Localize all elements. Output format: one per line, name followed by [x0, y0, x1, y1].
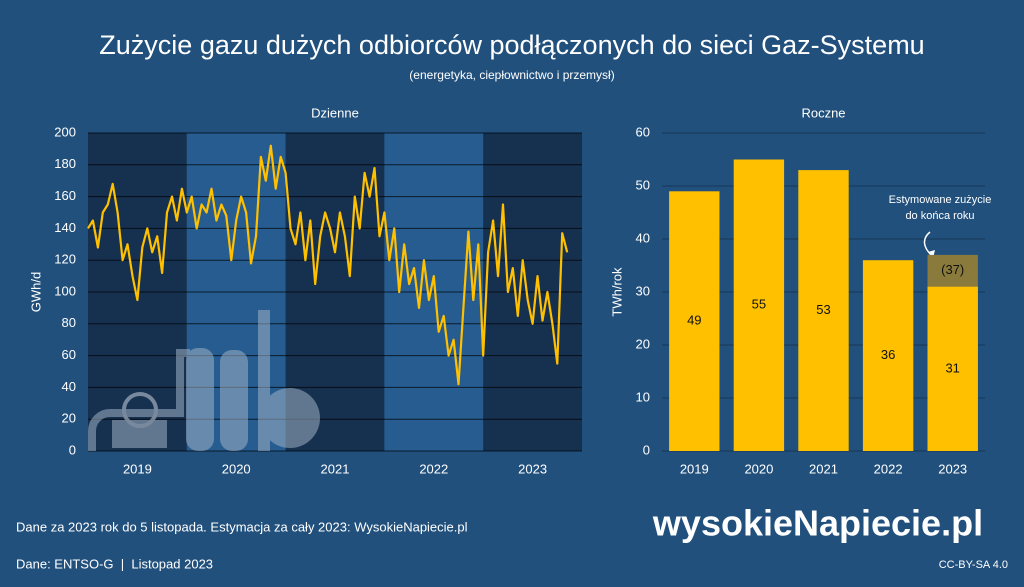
- value-label: 49: [687, 313, 701, 328]
- subtitle: (energetyka, ciepłownictwo i przemysł): [409, 68, 614, 82]
- sphere: [260, 388, 320, 448]
- x-tick-label: 2020: [222, 461, 251, 476]
- x-tick-label: 2019: [123, 461, 152, 476]
- daily-line: [87, 144, 569, 386]
- chart-title: Dzienne: [311, 105, 359, 120]
- y-axis-label: GWh/d: [28, 272, 43, 312]
- title: Zużycie gazu dużych odbiorców podłączony…: [99, 30, 924, 60]
- y-tick-label: 100: [54, 283, 76, 298]
- x-tick-label: 2020: [744, 461, 773, 476]
- chart-title: Roczne: [801, 105, 845, 120]
- y-tick-label: 0: [643, 442, 650, 457]
- note: Dane za 2023 rok do 5 listopada. Estymac…: [16, 519, 468, 534]
- license: CC-BY-SA 4.0: [939, 559, 1008, 571]
- value-label: 36: [881, 347, 895, 362]
- x-tick-label: 2023: [938, 461, 967, 476]
- bar: [862, 260, 914, 451]
- y-tick-label: 20: [636, 336, 650, 351]
- value-label: (37): [941, 262, 964, 277]
- annotation: Estymowane zużycie: [889, 194, 992, 206]
- y-tick-label: 10: [636, 389, 650, 404]
- value-label: 31: [945, 360, 959, 375]
- tank: [186, 348, 214, 451]
- annotation: do końca roku: [905, 210, 974, 222]
- bar: [669, 191, 720, 452]
- x-tick-label: 2021: [321, 461, 350, 476]
- y-tick-label: 50: [636, 177, 650, 192]
- y-tick-label: 0: [69, 442, 76, 457]
- y-tick-label: 140: [54, 220, 76, 235]
- value-label: 55: [752, 297, 766, 312]
- bar: [733, 159, 785, 451]
- y-tick-label: 20: [62, 411, 76, 426]
- source: Dane: ENTSO-G | Listopad 2023: [16, 556, 213, 571]
- x-tick-label: 2021: [809, 461, 838, 476]
- y-tick-label: 200: [54, 124, 76, 139]
- y-tick-label: 60: [636, 124, 650, 139]
- logo: wysokieNapiecie.pl: [652, 503, 983, 544]
- y-axis-label: TWh/rok: [609, 267, 624, 317]
- y-tick-label: 60: [62, 347, 76, 362]
- illustration: [88, 310, 320, 451]
- y-tick-label: 30: [636, 283, 650, 298]
- x-tick-label: 2022: [419, 461, 448, 476]
- y-tick-label: 160: [54, 188, 76, 203]
- x-tick-label: 2019: [680, 461, 709, 476]
- y-tick-label: 180: [54, 156, 76, 171]
- valve-wheel: [122, 392, 158, 428]
- bar: [927, 286, 978, 451]
- tank: [220, 350, 248, 451]
- x-tick-label: 2023: [518, 461, 547, 476]
- y-tick-label: 40: [62, 379, 76, 394]
- x-tick-label: 2022: [874, 461, 903, 476]
- y-tick-label: 40: [636, 230, 650, 245]
- value-label: 53: [816, 302, 830, 317]
- y-tick-label: 120: [54, 252, 76, 267]
- y-tick-label: 80: [62, 315, 76, 330]
- bar: [798, 170, 849, 451]
